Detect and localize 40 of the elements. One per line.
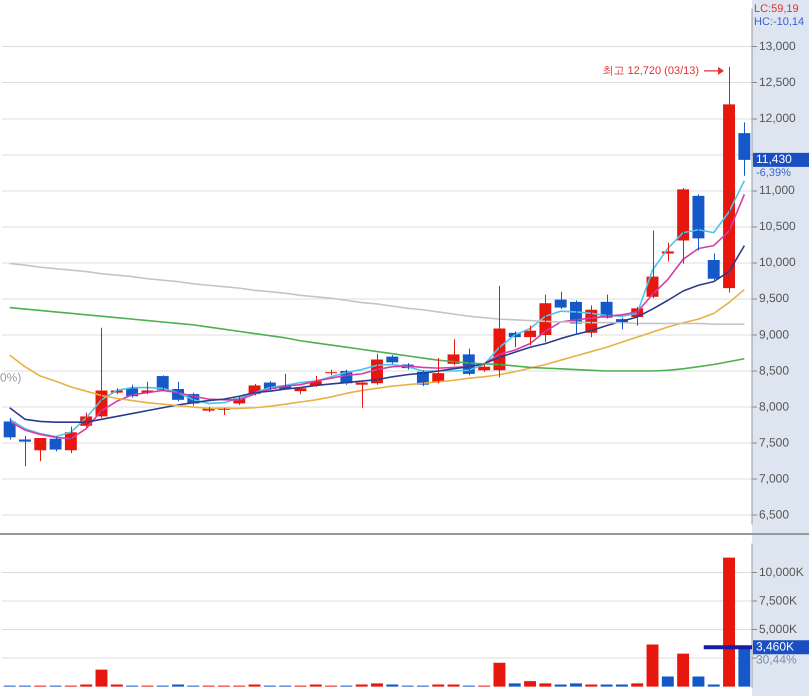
candlestick (738, 122, 750, 176)
bar (524, 681, 536, 687)
bar (677, 654, 690, 687)
bar (646, 644, 658, 687)
bar (493, 662, 506, 687)
y-tick-label: 7,500K (759, 593, 798, 608)
bar (662, 676, 674, 687)
y-tick-label: 10,000K (759, 564, 804, 579)
y-tick-label: 7,500 (759, 435, 790, 450)
y-tick-label: 12,000 (759, 111, 796, 126)
y-tick-label: 10,000 (759, 255, 796, 270)
candlestick (50, 436, 62, 452)
text: LC:59,19 (754, 3, 799, 16)
bar (96, 670, 108, 687)
text: 11,430 (756, 152, 792, 166)
text: -6,39% (756, 166, 792, 179)
text: HC:-10,14 (754, 16, 804, 28)
candlestick (554, 291, 567, 310)
candlestick (34, 438, 46, 462)
candlestick (325, 369, 338, 376)
y-tick-label: 8,000 (759, 399, 790, 414)
y-tick-label: 5,000K (759, 622, 798, 636)
y-tick-label: 10,500 (759, 219, 796, 234)
y-tick-label: 9,000 (759, 327, 790, 342)
text: 30,44% (756, 652, 798, 667)
y-tick-label: 13,000 (759, 38, 796, 53)
candlestick (478, 364, 490, 372)
y-tick-label: 11,000 (759, 183, 796, 198)
bar (723, 558, 736, 687)
candlestick (386, 354, 398, 364)
ref-line-label: 3,460K (756, 640, 794, 654)
annotation: 최고 12,720 (03/13) (602, 64, 700, 77)
annotation: 0%) (0, 370, 22, 384)
y-tick-label: 9,500 (759, 291, 790, 306)
bar (692, 676, 704, 687)
bar (738, 647, 750, 687)
y-tick-label: 8,500 (759, 363, 790, 378)
y-tick-label: 7,000 (759, 471, 790, 486)
y-tick-label: 12,500 (759, 75, 796, 90)
y-tick-label: 6,500 (759, 507, 790, 522)
